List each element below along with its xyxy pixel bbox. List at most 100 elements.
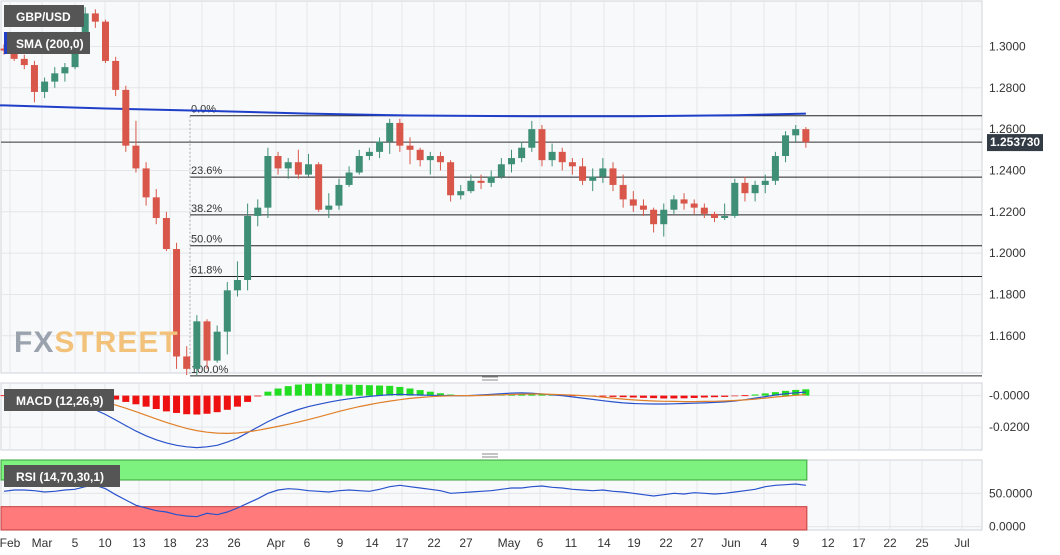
price-tick-label: 1.3000 [989,39,1026,53]
sma-line [0,104,806,118]
macd-histogram-bar [345,384,353,396]
fib-level-label: 100.0% [191,364,229,376]
macd-histogram-bar [700,395,708,398]
candle [345,166,353,187]
rsi-tick-label: 50.0000 [989,486,1033,500]
macd-histogram-bar [751,394,759,396]
macd-histogram-bar [335,384,343,396]
price-tick-label: 1.2600 [989,122,1026,136]
macd-histogram-bar [741,395,749,397]
macd-histogram-bar [518,394,526,396]
macd-histogram-bar [639,395,647,398]
rsi-legend-box[interactable] [4,465,120,487]
candle [670,195,678,214]
candle [193,315,201,376]
last-price-box [987,134,1043,152]
rsi-axis: 50.0000 0.0000 [989,486,1033,533]
candle [802,127,810,148]
candle [721,203,729,221]
candle [183,346,191,376]
macd-legend-box[interactable] [4,389,114,411]
macd-histogram-bar [670,395,678,399]
rsi-overbought-band [0,459,808,481]
macd-histogram-bar [244,395,252,402]
time-tick-label: 13 [132,536,146,550]
candle [20,54,28,70]
candle [487,170,495,187]
candle [782,131,790,163]
candle [264,147,272,218]
time-tick-label: 22 [883,536,897,550]
time-tick-label: 9 [793,536,800,550]
time-tick-label: 6 [304,536,311,550]
macd-histogram-bar [629,395,637,398]
candle [122,85,130,152]
candle [700,203,708,218]
candle [741,176,749,202]
price-axis: 1.3000 1.2800 1.2600 1.2400 1.2200 1.2000 1.18… [989,39,1026,342]
candle [528,120,536,152]
macd-histogram-bar [619,395,627,398]
macd-histogram-bar [365,385,373,396]
macd-histogram-bar [152,395,160,410]
candle [61,63,69,82]
candle [680,193,688,210]
candles [0,7,810,376]
candle [254,199,262,227]
candle [355,149,363,175]
time-tick-label: 5 [72,536,79,550]
time-tick-label: Jul [954,536,969,550]
candle [274,151,282,175]
macd-histogram-bar [122,395,130,402]
macd-histogram-bar [660,395,668,399]
macd-tick-label: -0.0000 [989,389,1030,403]
candle [467,174,475,194]
candle [203,319,211,369]
candle [650,207,658,233]
time-tick-label: 6 [537,536,544,550]
candle [335,178,343,210]
time-tick-label: Feb [0,536,21,550]
macd-histogram-bar [426,391,434,396]
candle [426,151,434,175]
candle [619,174,627,208]
macd-histogram-bar [305,383,312,396]
candle [142,162,150,206]
macd-histogram-bar [538,394,546,396]
sma-legend-box[interactable] [4,32,90,54]
macd-histogram-bar [650,395,658,399]
candle [386,118,394,154]
time-axis: Feb Mar 5 10 13 18 23 26 Apr 6 9 14 17 22 27 May 6 11 14 19… [0,536,970,550]
time-tick-label: 17 [395,536,409,550]
macd-histogram-bar [711,395,718,398]
candle [325,193,333,218]
candle [244,203,252,291]
macd-histogram-bar [233,395,241,407]
macd-histogram-bar [416,390,424,396]
time-tick-label: Apr [267,536,286,550]
candle [660,203,668,237]
candle [548,143,556,167]
price-tick-label: 1.2200 [989,205,1026,219]
candle [497,158,505,179]
macd-histogram-bar [325,383,333,396]
candle [568,158,576,175]
macd-histogram-bar [254,395,262,397]
macd-histogram-bar [680,395,688,399]
macd-histogram-bar [284,386,292,396]
candle [102,19,109,63]
time-tick-label: 18 [163,536,177,550]
symbol-legend-box[interactable] [4,5,84,27]
macd-histogram-bar [274,388,282,396]
candle [30,60,38,103]
candle [305,153,312,177]
candle [629,191,637,212]
candle [690,199,698,214]
price-tick-label: 1.1800 [989,287,1026,301]
time-tick-label: Jun [721,536,740,550]
macd-signal-line [3,393,806,435]
time-tick-label: 22 [427,536,441,550]
candle [315,162,323,212]
candle [365,147,373,161]
candle [558,147,566,171]
